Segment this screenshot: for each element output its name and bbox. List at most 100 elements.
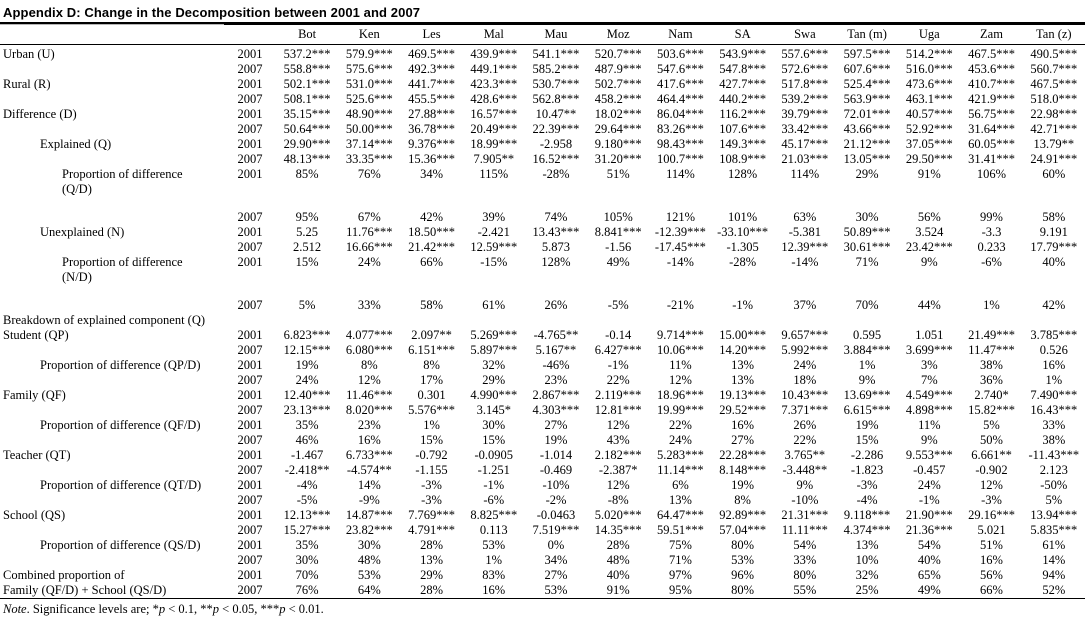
value-cell: 15.82*** [968,403,1015,417]
value-cell: -12.39*** [654,225,706,239]
value-cell: 547.8*** [719,62,767,76]
row-label-cell: Explained (Q) [0,137,224,152]
value-cell: 23.82*** [345,523,393,537]
table-row: 2007 46% 16% 15% 15% 19% 43% 24% 27% 22% 15% 9% 50% 3… [0,433,1085,448]
value-cell: 58% [420,298,443,312]
value-cell: 15% [420,433,443,447]
value-cell: 29% [855,167,879,181]
value-cell: 50.64*** [283,122,331,136]
value-cell: 83.26*** [656,122,704,136]
value-cell: 72.01*** [843,107,891,121]
value-cell: 13% [855,538,879,552]
table-row: Proportion of difference (QS/D) 2001 35% 30… [0,538,1085,553]
table-row: Proportion of difference (QP/D) 2001 19% 8%… [0,358,1085,373]
year-cell: 2007 [237,343,263,357]
value-cell: 53% [357,568,381,582]
value-cell: 10% [855,553,879,567]
value-cell: 547.6*** [656,62,704,76]
value-cell: 40% [606,568,630,582]
value-cell: 12.39*** [781,240,829,254]
value-cell: 23.13*** [283,403,331,417]
value-cell: 22.28*** [719,448,767,462]
value-cell: 56.75*** [968,107,1015,121]
value-cell: 56% [917,210,941,224]
value-cell: 29% [420,568,443,582]
value-cell: 13.79** [1033,137,1075,151]
year-cell: 2007 [224,583,276,599]
value-cell: -4% [856,493,878,507]
value-cell: -0.0905 [474,448,514,462]
value-cell: 9.376*** [408,137,455,151]
value-cell: 14.35*** [594,523,642,537]
row-label: School (QS) [3,508,66,522]
table-row: 2007 24% 12% 17% 29% 23% 22% 12% 13% 18% 9% 7% 36% 1% [0,373,1085,388]
value-cell: -14% [666,255,694,269]
table-row: 2007 12.15*** 6.080*** 6.151*** 5.897*** 5.16… [0,343,1085,358]
value-cell: 96% [731,568,755,582]
value-cell: 4.077*** [345,328,393,342]
value-cell: 13% [420,553,443,567]
value-cell: -21% [666,298,694,312]
value-cell: 543.9*** [719,47,767,61]
value-cell: 6.151*** [408,343,455,357]
value-cell: 35% [295,418,319,432]
value-cell: -4.765** [533,328,579,342]
value-cell: -9% [358,493,380,507]
row-label-cell [0,285,224,313]
table-row: Unexplained (N) 2001 5.25 11.76*** 18.50*** -… [0,225,1085,240]
value-cell: 21.36*** [905,523,953,537]
year-cell: 2001 [237,167,263,181]
value-cell: 101% [728,210,758,224]
value-cell: 5.835*** [1030,523,1078,537]
value-cell: -2.958 [539,137,573,151]
value-cell: 19% [295,358,319,372]
row-label: Urban (U) [3,47,55,61]
row-label-cell [0,197,224,225]
value-cell: 9% [858,373,876,387]
value-cell: 492.3*** [408,62,455,76]
table-row: 2007 48.13*** 33.35*** 15.36*** 7.905** 16.52… [0,152,1085,167]
value-cell: 95% [295,210,319,224]
value-cell: 12.15*** [283,343,331,357]
value-cell: 8% [423,358,440,372]
table-row: Family (QF/D) + School (QS/D) 2007 76% 64% 2… [0,583,1085,599]
value-cell: 8.841*** [594,225,642,239]
value-cell: 4.303*** [532,403,580,417]
note-segment: . Significance levels are; * [26,602,159,616]
value-cell: 12% [668,373,692,387]
value-cell: 114% [666,167,695,181]
value-cell: 16.52*** [532,152,580,166]
row-label-cell: Family (QF/D) + School (QS/D) [0,583,224,599]
table-row: 2007 558.8*** 575.6*** 492.3*** 449.1*** 585.… [0,62,1085,77]
row-label-cell: School (QS) [0,508,224,523]
value-cell: 508.1*** [283,92,331,106]
table-row: Combined proportion of 2001 70% 53% 29% 83% 27… [0,568,1085,583]
row-label-cell: Family (QF) [0,388,224,403]
value-cell: 1% [1045,373,1063,387]
value-cell: 539.2*** [781,92,829,106]
value-cell: 2.119*** [594,388,642,402]
value-cell: -3% [981,493,1002,507]
value-cell: -33.10*** [717,225,769,239]
value-cell: 13.94*** [1030,508,1078,522]
row-label: Explained (Q) [40,137,112,151]
row-label: Family (QF/D) + School (QS/D) [3,583,167,597]
value-cell: 42.71*** [1030,122,1078,136]
value-cell: 6.823*** [283,328,331,342]
value-cell: 525.4*** [843,77,891,91]
value-cell: 597.5*** [843,47,891,61]
value-cell: 12% [980,478,1003,492]
value-cell: 7.371*** [781,403,829,417]
value-cell: 15% [295,255,319,269]
row-label: Proportion of difference (QP/D) [40,358,201,372]
value-cell: 54% [917,538,941,552]
value-cell: 18.02*** [594,107,642,121]
value-cell: 76% [276,583,339,599]
value-cell: 33.42*** [781,122,829,136]
value-cell: 149.3*** [719,137,767,151]
value-cell: 28% [606,538,630,552]
value-cell: 6% [672,478,689,492]
row-label-cell: Urban (U) [0,45,224,63]
value-cell: -0.469 [539,463,573,477]
year-cell: 2001 [237,508,263,522]
